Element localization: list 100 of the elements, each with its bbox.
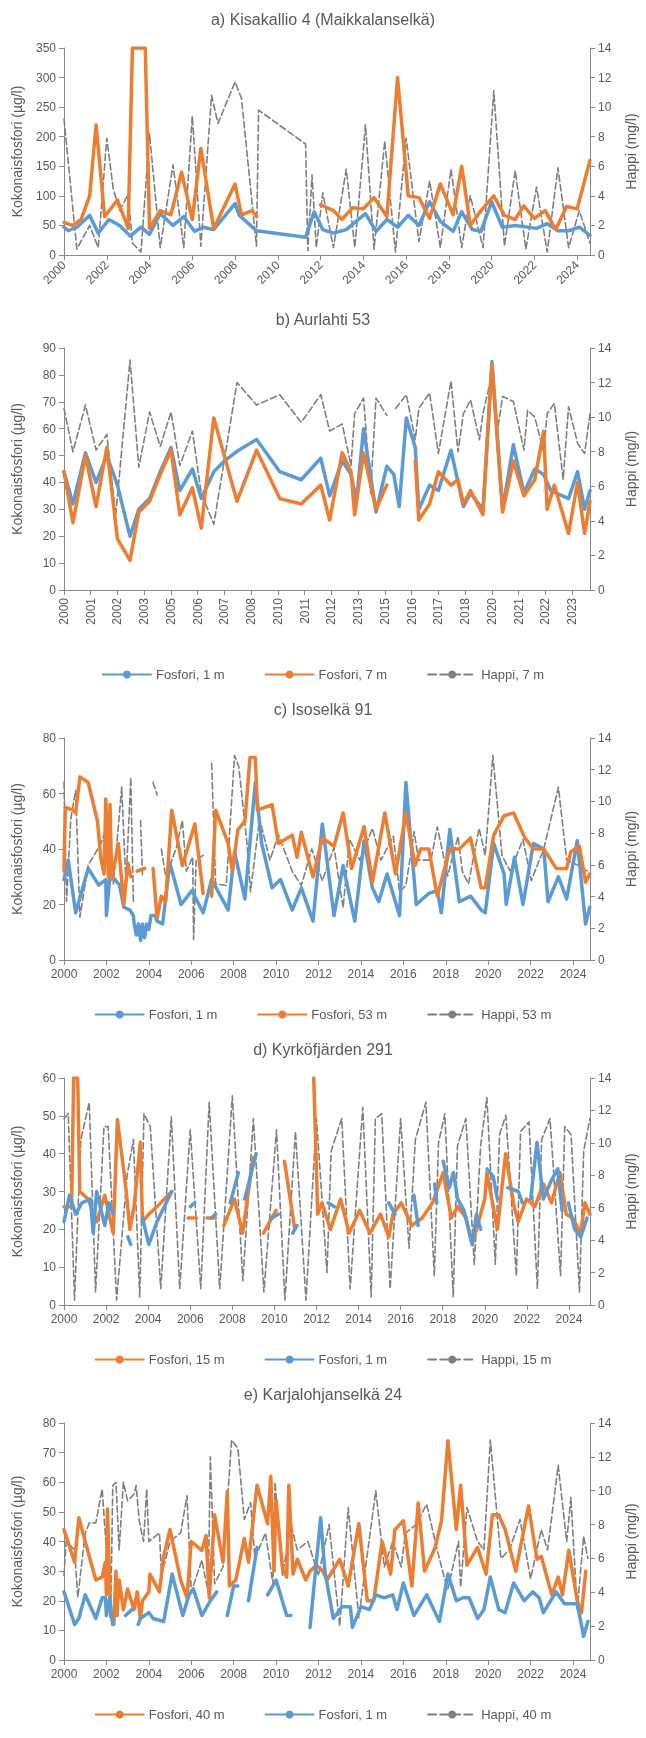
y2-tick-label: 6 [598,159,605,174]
x-tick-label: 2024 [559,967,587,981]
y2-tick-label: 10 [598,794,612,809]
legend-label: Fosfori, 40 m [148,1707,225,1722]
x-tick-label: 2015 [377,597,392,625]
x-tick-label: 2008 [220,1667,248,1681]
y-tick-label: 80 [42,367,57,382]
x-tick-label: 2012 [303,1312,331,1326]
y2-tick-label: 6 [598,479,605,494]
x-tick-label: 2022 [513,1312,541,1326]
y2-axis-title: Happi (mg/l) [623,113,639,190]
y-tick-label: 150 [35,159,57,174]
legend-label: Fosfori, 1 m [155,667,225,682]
line-series [62,200,592,240]
x-tick-label: 2006 [190,597,205,625]
y-tick-label: 10 [42,1623,57,1638]
y-tick-label: 20 [42,1593,57,1608]
x-tick-label: 2007 [217,597,232,625]
x-tick-label: 2004 [135,1667,163,1681]
chart-title: b) Aurlahti 53 [275,310,371,328]
x-tick-label: 2000 [50,967,78,981]
legend-label: Fosfori, 1 m [148,1007,218,1022]
y2-tick-label: 10 [598,100,612,115]
y-tick-label: 0 [49,583,57,597]
y-tick-label: 0 [49,953,57,967]
y2-tick-label: 4 [598,1233,605,1248]
y-tick-label: 50 [42,218,57,233]
x-tick-label: 2020 [471,1312,499,1326]
y-axis-title: Kokonaisfosfori (µg/l) [9,783,25,915]
y-tick-label: 30 [42,502,57,517]
x-tick-label: 2018 [429,1312,457,1326]
y-tick-label: 80 [42,731,57,745]
x-tick-label: 2016 [387,1312,415,1326]
y-tick-label: 40 [42,475,57,490]
x-tick-label: 2014 [345,1312,373,1326]
y2-tick-label: 2 [598,218,605,233]
y-tick-label: 0 [49,1298,57,1312]
legend-label: Happi, 15 m [481,1352,552,1367]
legend-label: Fosfori, 7 m [318,667,388,682]
x-tick-label: 2002 [92,1312,120,1326]
y2-tick-label: 14 [598,41,612,55]
y-tick-label: 50 [42,448,57,463]
legend-label: Fosfori, 15 m [148,1352,225,1367]
legend-label: Happi, 40 m [481,1707,552,1722]
x-tick-label: 2024 [559,1667,587,1681]
y2-tick-label: 12 [598,762,612,777]
y2-tick-label: 14 [598,731,612,745]
y-tick-label: 20 [42,529,57,544]
y-tick-label: 90 [42,341,57,355]
x-tick-label: 2010 [261,1312,289,1326]
y2-tick-label: 2 [598,548,605,563]
x-tick-label: 2016 [390,1667,418,1681]
x-tick-label: 2014 [347,967,375,981]
x-tick-label: 2022 [538,597,553,625]
y2-tick-label: 12 [598,1449,612,1464]
y2-tick-label: 4 [598,513,605,528]
x-tick-label: 2006 [177,967,205,981]
x-tick-label: 2011 [297,597,312,624]
y2-tick-label: 4 [598,889,605,904]
y-tick-label: 50 [42,1108,57,1123]
y2-tick-label: 8 [598,1517,605,1532]
x-tick-label: 2014 [347,1667,375,1681]
y-axis-title: Kokonaisfosfori (µg/l) [9,85,25,218]
x-tick-label: 2020 [474,967,502,981]
x-tick-label: 2008 [218,1312,246,1326]
x-tick-label: 2002 [93,967,121,981]
legend-label: Fosfori, 53 m [311,1007,388,1022]
y-axis-title: Kokonaisfosfori (µg/l) [9,1125,25,1258]
y2-tick-label: 0 [598,1653,605,1667]
y2-tick-label: 10 [598,1135,612,1150]
chart-title: c) Isoselkä 91 [273,700,373,718]
x-tick-label: 2000 [57,597,71,625]
y2-tick-label: 12 [598,70,612,85]
legend-label: Happi, 7 m [481,667,545,682]
y2-tick-label: 14 [598,1071,612,1085]
x-tick-label: 2008 [220,967,248,981]
y2-tick-label: 0 [598,583,605,597]
y2-axis-title: Happi (mg/l) [623,430,639,508]
x-tick-label: 2012 [324,597,339,625]
y-tick-label: 40 [42,1146,57,1161]
x-tick-label: 2001 [83,597,98,625]
y-tick-label: 10 [42,1260,57,1275]
y-tick-label: 70 [42,1445,57,1460]
x-tick-label: 2024 [555,1312,583,1326]
y-tick-label: 20 [42,1222,57,1237]
y-tick-label: 60 [42,1475,57,1490]
y-axis-title: Kokonaisfosfori (µg/l) [9,403,25,535]
legend-label: Happi, 53 m [481,1007,552,1022]
y-tick-label: 40 [42,1534,57,1549]
y2-axis-title: Happi (mg/l) [623,1503,639,1580]
x-tick-label: 2020 [474,1667,502,1681]
x-tick-label: 2006 [176,1312,204,1326]
y2-tick-label: 0 [598,1298,605,1312]
y2-tick-label: 8 [598,129,605,144]
y-tick-label: 60 [42,421,57,436]
x-tick-label: 2000 [50,1312,78,1326]
x-tick-label: 2010 [262,967,290,981]
y-tick-label: 0 [49,248,57,262]
x-tick-label: 2021 [511,597,526,625]
y2-tick-label: 2 [598,921,605,936]
